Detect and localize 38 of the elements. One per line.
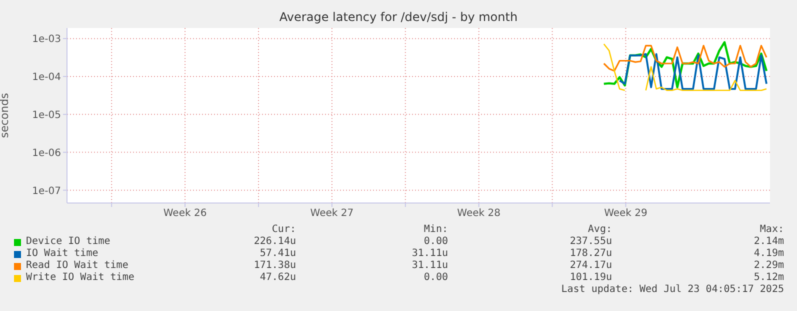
text: Avg: xyxy=(588,224,612,235)
text: 171.38u xyxy=(254,260,296,271)
text: 237.55u xyxy=(570,236,612,247)
legend-label: IO Wait time xyxy=(26,248,98,259)
y-tick-label: 1e-05 xyxy=(32,110,61,121)
text: 2.14m xyxy=(754,236,784,247)
text: 101.19u xyxy=(570,272,612,283)
text: 178.27u xyxy=(570,248,612,259)
text: 47.62u xyxy=(260,272,296,283)
legend-label: Read IO Wait time xyxy=(26,260,128,271)
text: 5.12m xyxy=(754,272,784,283)
y-tick-label: 1e-03 xyxy=(32,34,61,46)
line-series xyxy=(618,53,768,90)
text: 0.00 xyxy=(424,272,448,283)
text: 31.11u xyxy=(412,248,448,259)
x-tick-label: Week 27 xyxy=(310,208,354,220)
text: 57.41u xyxy=(260,248,296,259)
text: 0.00 xyxy=(424,236,448,247)
y-tick-label: 1e-06 xyxy=(32,148,61,159)
text: 226.14u xyxy=(254,236,296,247)
text: Cur: xyxy=(272,224,296,235)
legend-label: Write IO Wait time xyxy=(26,272,134,283)
text: 4.19m xyxy=(754,248,784,259)
text: 274.17u xyxy=(570,260,612,271)
text: Max: xyxy=(760,224,784,235)
x-tick-label: Week 28 xyxy=(457,208,500,220)
legend-label: Device IO time xyxy=(26,236,110,247)
x-tick-label: Week 26 xyxy=(163,208,207,220)
text: 2.29m xyxy=(754,260,784,271)
x-tick-label: Week 29 xyxy=(604,208,648,220)
text: 31.11u xyxy=(412,260,448,271)
y-axis-title: seconds xyxy=(0,92,11,138)
text: Last update: Wed Jul 23 04:05:17 2025 xyxy=(561,284,784,295)
chart-title: Average latency for /dev/sdj - by month xyxy=(278,10,519,24)
line-series xyxy=(603,44,768,72)
text: Min: xyxy=(424,224,448,235)
y-tick-label: 1e-07 xyxy=(32,186,61,197)
y-tick-label: 1e-04 xyxy=(32,72,61,84)
